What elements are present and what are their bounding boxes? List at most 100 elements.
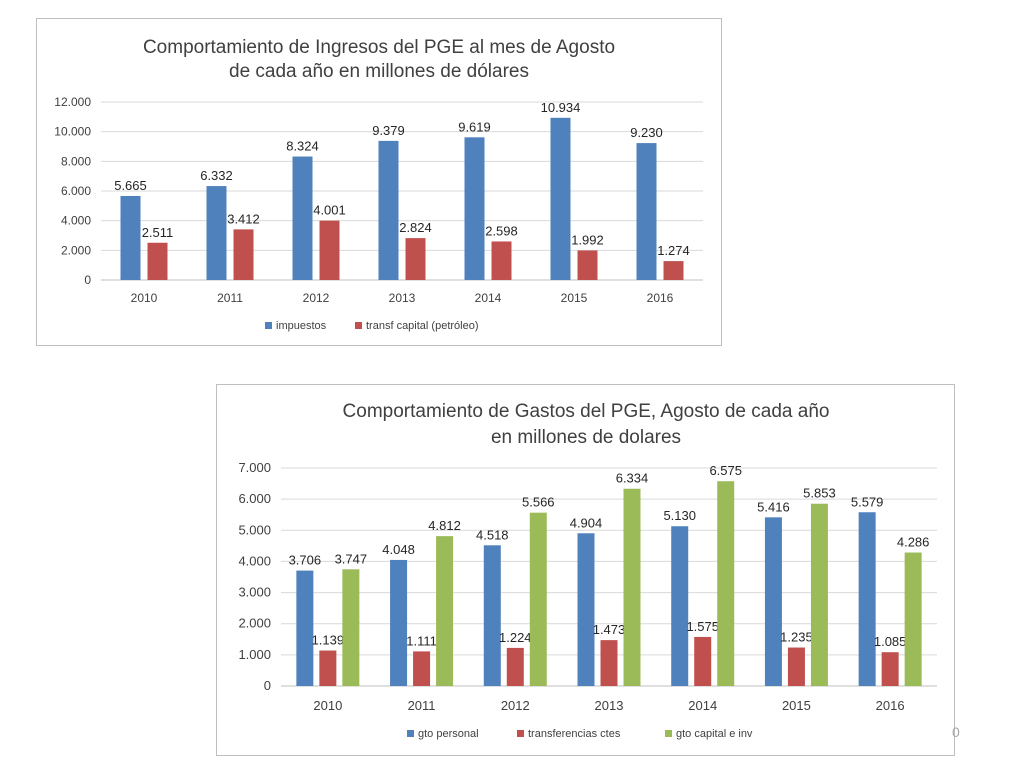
- bar-impuestos: [292, 156, 313, 280]
- data-label: 4.812: [428, 518, 461, 533]
- data-label: 9.230: [630, 125, 663, 140]
- y-tick-label: 2.000: [238, 616, 271, 631]
- legend-label: impuestos: [276, 320, 327, 332]
- y-tick-label: 5.000: [238, 522, 271, 537]
- bar-gto: [296, 570, 314, 686]
- x-category-label: 2012: [303, 291, 330, 305]
- data-label: 4.904: [570, 515, 603, 530]
- bar-transferencias: [506, 647, 524, 686]
- bar-transf: [147, 242, 168, 280]
- y-tick-label: 3.000: [238, 585, 271, 600]
- data-label: 2.598: [485, 223, 518, 238]
- chart-title-line: de cada año en millones de dólares: [229, 61, 529, 82]
- bar-gto: [764, 517, 782, 686]
- data-label: 1.992: [571, 232, 604, 247]
- bar-gto: [717, 481, 735, 686]
- data-label: 3.747: [335, 551, 368, 566]
- gastos-chart: Comportamiento de Gastos del PGE, Agosto…: [216, 384, 955, 756]
- bar-transferencias: [694, 636, 712, 686]
- y-tick-label: 1.000: [238, 647, 271, 662]
- chart-title-line: Comportamiento de Gastos del PGE, Agosto…: [343, 401, 830, 422]
- bar-transf: [405, 238, 426, 280]
- bar-transferencias: [881, 652, 899, 686]
- chart-title-line: en millones de dolares: [491, 427, 681, 448]
- ingresos-chart-svg: Comportamiento de Ingresos del PGE al me…: [54, 37, 703, 332]
- legend-label: gto personal: [418, 728, 479, 740]
- bar-transferencias: [600, 640, 618, 686]
- x-category-label: 2013: [595, 698, 624, 713]
- bar-gto: [858, 512, 876, 686]
- x-category-label: 2011: [408, 698, 436, 713]
- data-label: 5.579: [851, 494, 884, 509]
- chart-title-line: Comportamiento de Ingresos del PGE al me…: [143, 37, 615, 58]
- x-category-label: 2010: [131, 291, 158, 305]
- y-tick-label: 0: [84, 273, 91, 287]
- bar-transferencias: [787, 647, 805, 686]
- y-tick-label: 4.000: [238, 553, 271, 568]
- x-category-label: 2011: [217, 291, 243, 305]
- bar-gto: [390, 559, 408, 686]
- data-label: 5.130: [663, 508, 696, 523]
- bar-impuestos: [206, 186, 227, 280]
- data-label: 1.575: [686, 619, 719, 634]
- bar-impuestos: [636, 143, 657, 280]
- y-tick-label: 10.000: [54, 125, 91, 139]
- data-label: 9.619: [458, 119, 491, 134]
- bar-transf: [663, 261, 684, 280]
- data-label: 4.001: [313, 203, 346, 218]
- bar-gto: [577, 533, 595, 686]
- bar-impuestos: [550, 117, 571, 280]
- x-category-label: 2013: [389, 291, 416, 305]
- data-label: 6.334: [616, 471, 649, 486]
- y-tick-label: 8.000: [61, 154, 91, 168]
- data-label: 4.048: [382, 542, 415, 557]
- data-label: 1.085: [874, 634, 907, 649]
- data-label: 3.412: [227, 211, 260, 226]
- data-label: 5.566: [522, 495, 555, 510]
- page-number: 0: [952, 724, 960, 740]
- gastos-chart-svg: Comportamiento de Gastos del PGE, Agosto…: [238, 401, 937, 740]
- data-label: 5.665: [114, 178, 147, 193]
- data-label: 9.379: [372, 123, 405, 138]
- bar-transf: [233, 229, 254, 280]
- data-label: 4.518: [476, 527, 509, 542]
- data-label: 5.416: [757, 499, 790, 514]
- x-category-label: 2015: [561, 291, 588, 305]
- bar-gto: [436, 536, 454, 686]
- bar-gto: [810, 503, 828, 686]
- bar-transferencias: [319, 650, 337, 686]
- bar-transferencias: [413, 651, 431, 686]
- data-label: 1.224: [499, 630, 532, 645]
- x-category-label: 2010: [313, 698, 342, 713]
- bar-gto: [529, 512, 547, 686]
- legend-swatch: [265, 322, 272, 329]
- bar-impuestos: [464, 137, 485, 280]
- data-label: 5.853: [803, 486, 836, 501]
- data-label: 1.139: [312, 633, 345, 648]
- bar-impuestos: [120, 195, 141, 280]
- legend-label: gto capital e inv: [676, 728, 753, 740]
- x-category-label: 2016: [647, 291, 674, 305]
- data-label: 1.274: [657, 243, 690, 258]
- bar-gto: [671, 526, 689, 686]
- data-label: 1.473: [593, 622, 626, 637]
- ingresos-chart: Comportamiento de Ingresos del PGE al me…: [36, 18, 722, 346]
- data-label: 2.511: [142, 225, 174, 240]
- data-label: 4.286: [897, 535, 930, 550]
- y-tick-label: 0: [264, 678, 271, 693]
- data-label: 3.706: [289, 553, 322, 568]
- x-category-label: 2014: [688, 698, 717, 713]
- data-label: 1.111: [406, 633, 437, 648]
- bar-transf: [319, 220, 340, 280]
- y-tick-label: 6.000: [61, 184, 91, 198]
- y-tick-label: 6.000: [238, 491, 271, 506]
- data-label: 6.332: [200, 168, 233, 183]
- legend-swatch: [665, 730, 672, 737]
- bar-gto: [904, 552, 922, 686]
- bar-transf: [577, 250, 598, 280]
- data-label: 8.324: [286, 139, 319, 154]
- bar-gto: [623, 488, 641, 686]
- x-category-label: 2012: [501, 698, 530, 713]
- legend-swatch: [517, 730, 524, 737]
- x-category-label: 2015: [782, 698, 811, 713]
